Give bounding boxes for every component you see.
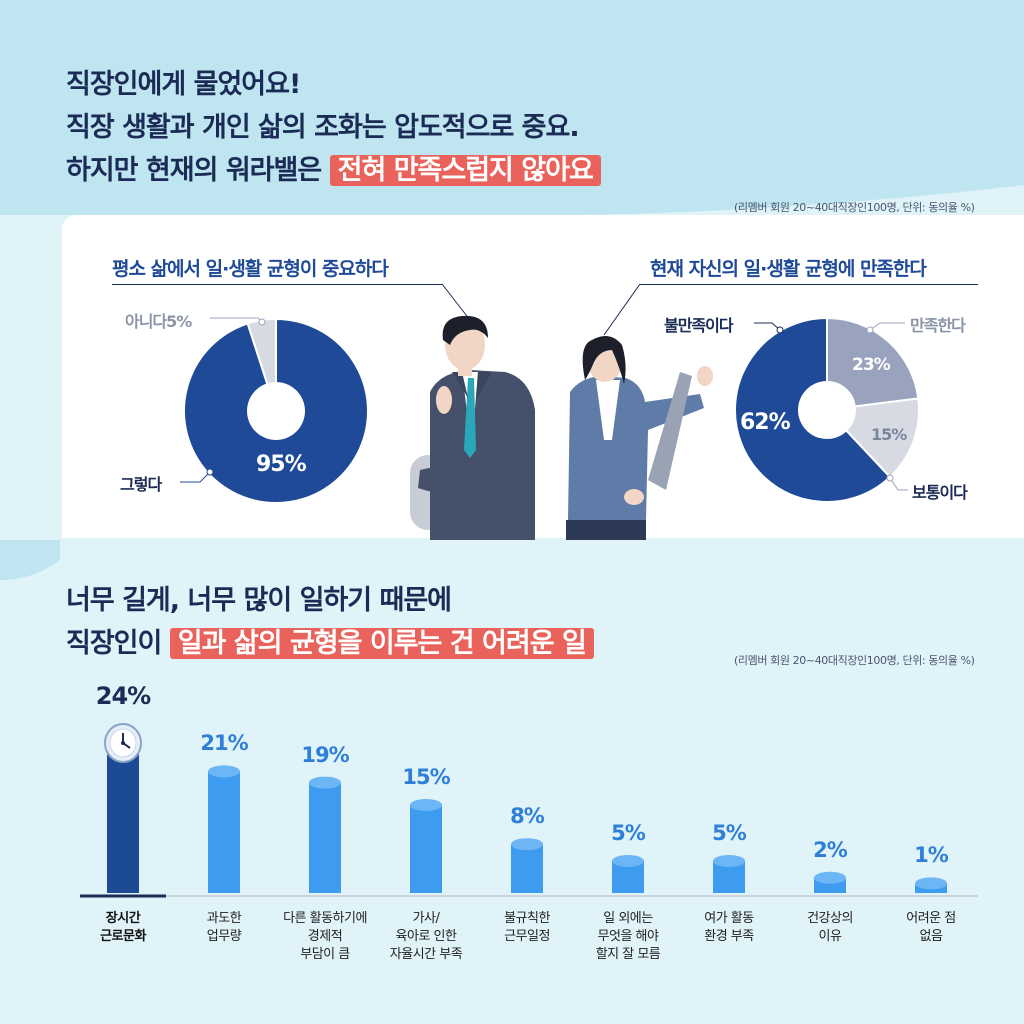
bars-group (107, 748, 947, 893)
headline-line-1: 직장인에게 물었어요! (66, 69, 301, 100)
bar-0 (107, 754, 139, 893)
bar-cap-8 (915, 877, 947, 890)
bar-cap-7 (814, 871, 846, 884)
bar-category-label-4: 불규칙한 근무일정 (504, 911, 550, 944)
pie-1-title-rule (112, 284, 442, 285)
pie-1-label-yes: 그렇다 (120, 475, 162, 494)
pie-2-label-satisfied: 만족한다 (910, 316, 966, 335)
pie-1-title: 평소 삶에서 일·생활 균형이 중요하다 (112, 258, 389, 280)
survey-note-top: (리멤버 회원 20~40대직장인100명, 단위: 동의율 %) (734, 201, 975, 214)
bar-value-label-0: 24% (95, 682, 151, 710)
bar-category-label-0: 장시간 근로문화 (100, 911, 146, 944)
pie-2-leader-neutral (889, 477, 908, 491)
headline2-line-1: 너무 길게, 너무 많이 일하기 때문에 (66, 585, 452, 616)
pie-1-value-yes: 95% (256, 452, 307, 477)
pie-2-slice-neutral (844, 397, 920, 479)
headline-line-3: 하지만 현재의 워라밸은 전혀 만족스럽지 않아요 (66, 148, 601, 187)
pie-2-leader-dot-dissatisfied (776, 326, 784, 334)
pie-2-leader-dot-neutral (886, 474, 894, 482)
bar-category-label-2: 다른 활동하기에 경제적 부담이 큼 (283, 911, 367, 962)
pie-2-leader-dot-satisfied (866, 326, 874, 334)
pie-2-slice-satisfied (826, 316, 920, 408)
headline2-line-2: 직장인이 일과 삶의 균형을 이루는 건 어려운 일 (66, 621, 594, 660)
pie-2-label-dissatisfied: 불만족이다 (664, 316, 734, 335)
bar-cap-6 (713, 855, 745, 867)
bar-value-label-3: 15% (402, 765, 450, 789)
bar-2 (309, 782, 341, 893)
pie-chart-2 (734, 316, 920, 503)
headline-highlight: 전혀 만족스럽지 않아요 (329, 155, 601, 186)
bar-cap-3 (410, 799, 442, 811)
headline2-line-2-prefix: 직장인이 (66, 628, 162, 659)
pie-2-leader-satisfied (869, 322, 905, 331)
bar-value-label-2: 19% (301, 742, 349, 767)
bar-cap-5 (612, 855, 644, 867)
pie-1-leader-yes (180, 471, 211, 483)
bar-value-label-7: 2% (813, 837, 848, 862)
bar-category-label-5: 일 외에는 무엇을 해야 할지 잘 모름 (595, 911, 661, 962)
bar-4 (511, 844, 543, 893)
survey-note-bottom: (리멤버 회원 20~40대직장인100명, 단위: 동의율 %) (734, 654, 975, 667)
headline2-highlight: 일과 삶의 균형을 이루는 건 어려운 일 (169, 628, 594, 659)
headline-line-2: 직장 생활과 개인 삶의 조화는 압도적으로 중요. (66, 112, 580, 143)
bar-value-label-4: 8% (510, 804, 545, 829)
pie-2-slice-dissatisfied (734, 316, 892, 503)
bar-3 (410, 805, 442, 893)
pie-1-label-no: 아니다5% (125, 312, 192, 331)
businesswoman-illustration (566, 336, 713, 540)
pie-2-label-neutral: 보통이다 (912, 483, 968, 502)
headline-line-3-prefix: 하지만 현재의 워라밸은 (66, 155, 322, 186)
pie-2-title-rule (640, 284, 978, 285)
clock-icon (104, 723, 142, 763)
bar-value-label-5: 5% (611, 821, 646, 845)
bar-category-label-6: 여가 활동 환경 부족 (704, 911, 754, 944)
bar-category-label-3: 가사/ 육아로 인한 자율시간 부족 (389, 911, 463, 962)
pie-2-title: 현재 자신의 일·생활 균형에 만족한다 (650, 258, 927, 280)
bar-category-label-7: 건강상의 이유 (807, 911, 853, 944)
bar-cap-2 (309, 776, 341, 789)
pie-2-value-dissatisfied: 62% (740, 410, 791, 435)
pie-1-connector (441, 283, 471, 321)
bar-category-label-1: 과도한 업무량 (206, 911, 242, 944)
pie-charts-svg (180, 283, 920, 540)
bar-category-label-8: 어려운 점 없음 (906, 911, 956, 944)
pie-2-leader-dissatisfied (754, 322, 781, 331)
pie-chart-1 (183, 317, 369, 504)
bar-cap-1 (208, 765, 240, 778)
pie-1-leader-dot-no (258, 318, 266, 326)
pie-2-value-satisfied: 23% (852, 355, 891, 375)
businessman-illustration (410, 315, 535, 540)
bar-1 (208, 771, 240, 893)
bar-value-label-1: 21% (200, 731, 248, 756)
pie-2-connector (603, 283, 641, 336)
bar-value-label-6: 5% (712, 821, 747, 845)
pie-2-value-neutral: 15% (871, 425, 907, 444)
pie-1-slice-yes (183, 317, 369, 504)
pie-1-leader-dot-yes (206, 468, 214, 476)
bar-cap-4 (511, 838, 543, 851)
bar-value-label-8: 1% (914, 843, 949, 868)
